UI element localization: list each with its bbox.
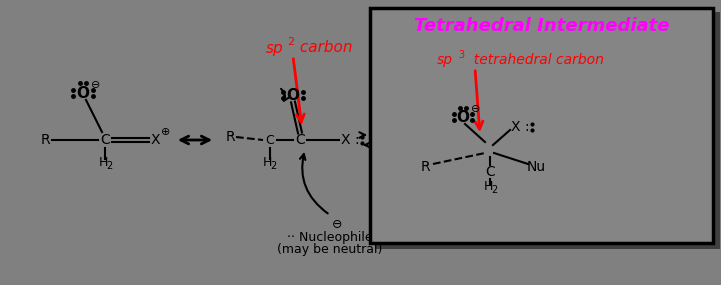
Text: X: X: [510, 120, 520, 134]
Text: C: C: [295, 133, 305, 147]
Text: ⊕: ⊕: [162, 127, 171, 137]
Text: sp: sp: [265, 40, 283, 56]
Text: sp: sp: [437, 53, 453, 67]
Text: 2: 2: [491, 185, 497, 195]
Text: 2: 2: [288, 37, 295, 47]
Text: H: H: [262, 156, 272, 168]
Text: ⋅⋅ Nucleophile: ⋅⋅ Nucleophile: [287, 231, 373, 243]
Text: :: :: [524, 120, 528, 134]
Text: O: O: [286, 87, 299, 103]
Text: ⊖: ⊖: [92, 80, 101, 90]
Text: tetrahedral carbon: tetrahedral carbon: [465, 53, 604, 67]
Text: ⊖: ⊖: [472, 104, 481, 114]
Bar: [375, 12, 720, 249]
Text: H: H: [483, 180, 492, 194]
Text: 2: 2: [106, 161, 112, 171]
Text: Tetrahedral Intermediate: Tetrahedral Intermediate: [414, 17, 669, 35]
Text: carbon: carbon: [295, 40, 353, 56]
Text: (may be neutral): (may be neutral): [278, 243, 383, 256]
Text: O: O: [456, 109, 469, 125]
Text: R: R: [420, 160, 430, 174]
Text: C: C: [265, 133, 275, 146]
Text: C: C: [485, 165, 495, 179]
Text: Nu: Nu: [526, 160, 546, 174]
Text: X: X: [340, 133, 350, 147]
Text: O: O: [76, 86, 89, 101]
Text: :: :: [354, 133, 358, 147]
Text: 3: 3: [458, 50, 464, 60]
Text: R: R: [225, 130, 235, 144]
Text: ⊖: ⊖: [332, 219, 342, 231]
Text: H: H: [98, 156, 107, 168]
Text: C: C: [100, 133, 110, 147]
Text: X: X: [150, 133, 160, 147]
Bar: [370, 8, 713, 243]
Text: 2: 2: [270, 161, 276, 171]
Text: R: R: [40, 133, 50, 147]
